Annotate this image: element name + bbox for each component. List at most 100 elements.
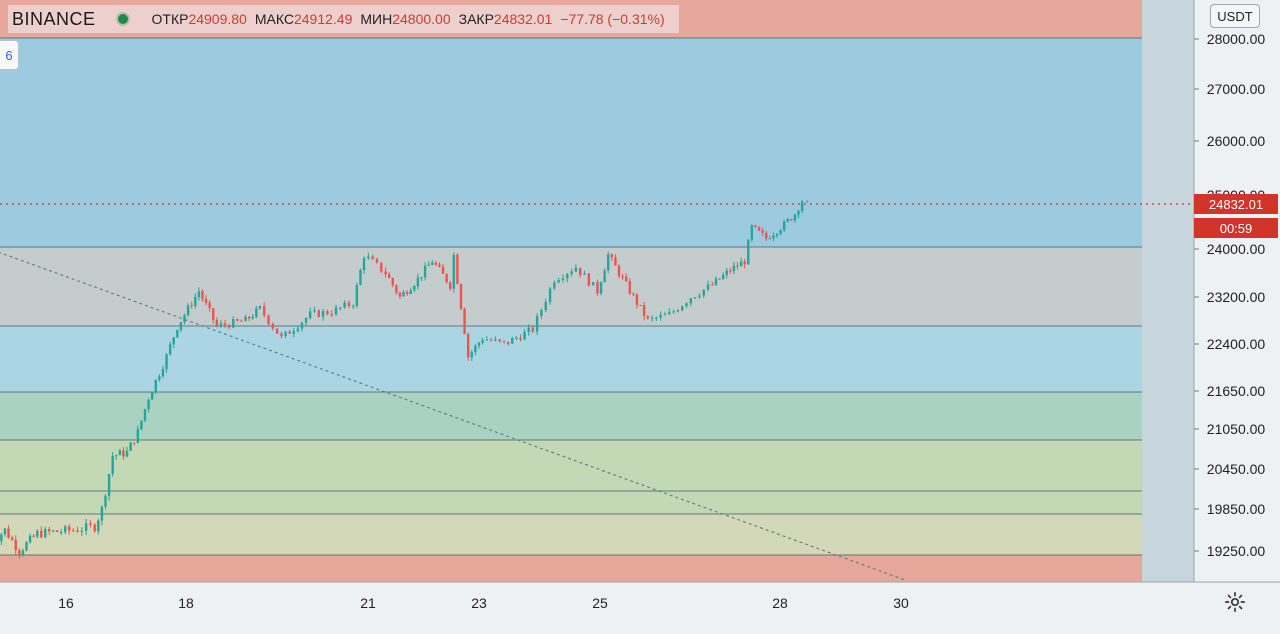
candle-body bbox=[292, 331, 295, 334]
candle-body bbox=[438, 264, 441, 267]
candle-body bbox=[321, 311, 325, 317]
candle-body bbox=[579, 267, 582, 275]
candle-body bbox=[176, 329, 179, 338]
candle-body bbox=[711, 284, 714, 286]
candle-body bbox=[359, 270, 362, 285]
candle-body bbox=[782, 221, 786, 231]
y-tick-label: 28000.00 bbox=[1207, 31, 1266, 47]
candle-body bbox=[122, 450, 125, 457]
candle-body bbox=[80, 530, 83, 532]
candle-body bbox=[154, 379, 157, 393]
candle-body bbox=[544, 302, 547, 311]
candle-body bbox=[548, 288, 552, 303]
candle-body bbox=[614, 257, 617, 266]
candle-body bbox=[387, 274, 391, 279]
exchange-name[interactable]: BINANCE bbox=[12, 8, 96, 29]
candle-body bbox=[36, 530, 39, 537]
candle-body bbox=[296, 328, 300, 332]
low-label: МИН bbox=[360, 11, 393, 27]
candle-body bbox=[255, 308, 258, 317]
candle-body bbox=[251, 316, 254, 319]
candle-body bbox=[100, 506, 104, 521]
candle-body bbox=[761, 230, 764, 233]
fib-band bbox=[0, 491, 1142, 514]
candle-body bbox=[431, 262, 434, 265]
candle-body bbox=[523, 331, 526, 340]
candle-body bbox=[603, 270, 606, 283]
candle-body bbox=[566, 273, 569, 279]
candle-body bbox=[725, 270, 728, 275]
candle-body bbox=[754, 225, 757, 227]
candle-body bbox=[125, 450, 129, 457]
candle-body bbox=[747, 239, 750, 265]
candle-body bbox=[21, 550, 25, 555]
candle-body bbox=[456, 254, 459, 284]
candle-body bbox=[511, 337, 514, 344]
candle-body bbox=[343, 302, 346, 308]
candle-body bbox=[557, 280, 560, 283]
candle-body bbox=[158, 376, 161, 380]
candle-body bbox=[805, 201, 809, 203]
x-tick-label: 16 bbox=[58, 595, 74, 611]
candle-body bbox=[380, 262, 383, 272]
currency-button[interactable]: USDT bbox=[1210, 4, 1260, 28]
candle-body bbox=[650, 317, 654, 319]
candle-body bbox=[284, 331, 287, 337]
y-tick-label: 22400.00 bbox=[1207, 336, 1266, 352]
candle-body bbox=[459, 283, 463, 309]
close-value: 24832.01 bbox=[493, 11, 553, 27]
candle-body bbox=[714, 278, 718, 285]
time-axis-bg bbox=[0, 582, 1280, 634]
candle-body bbox=[40, 530, 43, 538]
candle-body bbox=[617, 265, 621, 277]
side-panel-tab[interactable]: 6 bbox=[0, 40, 19, 70]
candle-body bbox=[104, 495, 107, 507]
candle-body bbox=[561, 278, 565, 281]
candle-body bbox=[413, 286, 416, 291]
candle-body bbox=[775, 233, 779, 236]
candle-body bbox=[308, 311, 312, 319]
future-area bbox=[1142, 0, 1194, 582]
candle-body bbox=[757, 226, 761, 231]
fib-band bbox=[0, 514, 1142, 555]
candle-body bbox=[71, 530, 75, 532]
candle-body bbox=[236, 318, 239, 321]
candle-body bbox=[258, 306, 262, 309]
candle-body bbox=[223, 323, 227, 326]
candle-body bbox=[18, 550, 21, 555]
candle-body bbox=[797, 210, 800, 215]
price-axis-bg bbox=[1194, 0, 1280, 634]
change-value: −77.78 (−0.31%) bbox=[560, 11, 665, 27]
high-label: МАКС bbox=[254, 11, 294, 27]
x-tick-label: 18 bbox=[178, 595, 194, 611]
y-tick-label: 21650.00 bbox=[1207, 383, 1266, 399]
candle-body bbox=[165, 354, 168, 369]
right-padding-area bbox=[1142, 0, 1194, 582]
candle-body bbox=[194, 297, 197, 306]
candle-body bbox=[317, 310, 320, 317]
candle-body bbox=[706, 284, 710, 290]
candle-body bbox=[681, 306, 684, 311]
candle-body bbox=[628, 281, 631, 294]
candle-body bbox=[693, 297, 697, 299]
candle-body bbox=[583, 273, 586, 275]
candle-body bbox=[313, 310, 316, 312]
candle-body bbox=[470, 352, 473, 358]
candle-body bbox=[632, 293, 635, 295]
candle-body bbox=[736, 265, 739, 267]
candle-body bbox=[212, 308, 215, 320]
close-label: ЗАКР bbox=[458, 11, 494, 27]
candle-body bbox=[570, 271, 573, 274]
candle-body bbox=[519, 337, 522, 340]
candle-body bbox=[452, 254, 456, 289]
candle-body bbox=[535, 315, 539, 332]
y-tick-label: 26000.00 bbox=[1207, 133, 1266, 149]
candle-body bbox=[698, 295, 701, 298]
candle-body bbox=[280, 333, 283, 337]
gear-icon[interactable] bbox=[1222, 589, 1248, 615]
price-axis: 28000.0027000.0026000.0025000.0024000.00… bbox=[1193, 0, 1280, 634]
y-tick-label: 19850.00 bbox=[1207, 501, 1266, 517]
candle-body bbox=[263, 306, 266, 316]
